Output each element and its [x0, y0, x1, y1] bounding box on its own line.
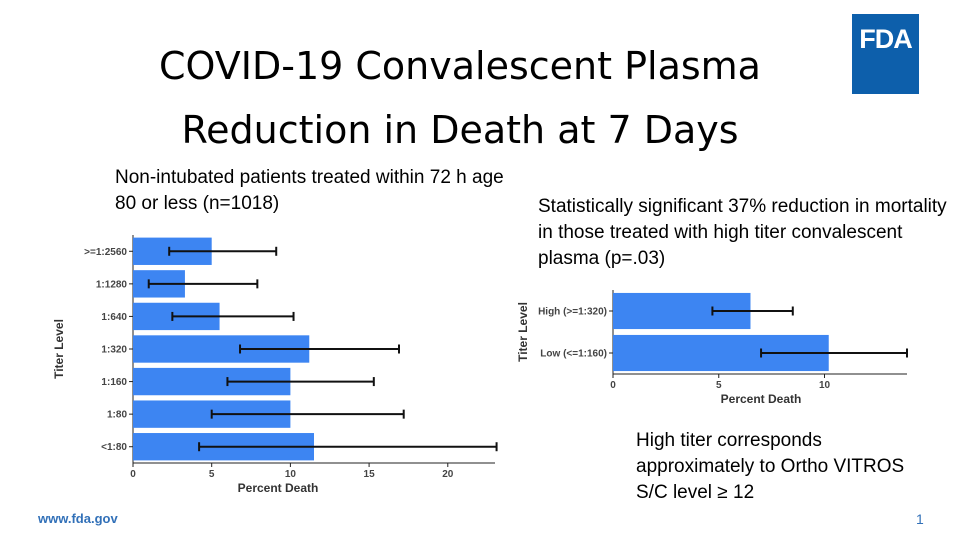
y-tick-label: >=1:2560 — [84, 247, 127, 258]
x-tick-label: 10 — [819, 380, 831, 391]
slide-title-line-2: Reduction in Death at 7 Days — [181, 108, 739, 152]
x-tick-label: 20 — [442, 469, 454, 480]
left-chart-caption: Non-intubated patients treated within 72… — [115, 167, 504, 214]
x-tick-label: 15 — [364, 469, 376, 480]
high-low-titer-chart: High (>=1:320) Low (<=1:160) 0 5 10 Percent D… — [516, 290, 908, 405]
x-tick-label: 5 — [209, 469, 215, 480]
right-chart-caption: Statistically significant 37% reduction … — [538, 196, 947, 269]
x-axis-title: Percent Death — [721, 392, 802, 405]
titer-level-chart: >=1:2560 1:1280 1:640 1:320 1:160 1:80 <1:80 0 5… — [52, 235, 498, 495]
fda-logo: FDA — [852, 14, 919, 94]
page-number: 1 — [916, 511, 924, 527]
y-axis-title: Titer Level — [516, 302, 530, 362]
y-tick-label: 1:80 — [107, 410, 127, 421]
y-tick-label: High (>=1:320) — [538, 307, 607, 318]
x-tick-label: 0 — [130, 469, 136, 480]
x-tick-label: 0 — [610, 380, 616, 391]
y-tick-label: 1:640 — [101, 312, 127, 323]
y-tick-label: Low (<=1:160) — [540, 349, 607, 360]
y-tick-label: 1:1280 — [96, 279, 128, 290]
footer-url[interactable]: www.fda.gov — [38, 511, 118, 526]
y-tick-label: <1:80 — [101, 442, 127, 453]
x-axis-title: Percent Death — [238, 481, 319, 495]
y-axis-title: Titer Level — [52, 319, 66, 379]
slide-title-line-1: COVID-19 Convalescent Plasma — [159, 44, 761, 88]
x-tick-label: 10 — [285, 469, 297, 480]
x-tick-label: 5 — [716, 380, 722, 391]
y-tick-label: 1:160 — [101, 377, 127, 388]
y-tick-label: 1:320 — [101, 345, 127, 356]
titer-equivalence-note: High titer corresponds approximately to … — [636, 430, 905, 503]
